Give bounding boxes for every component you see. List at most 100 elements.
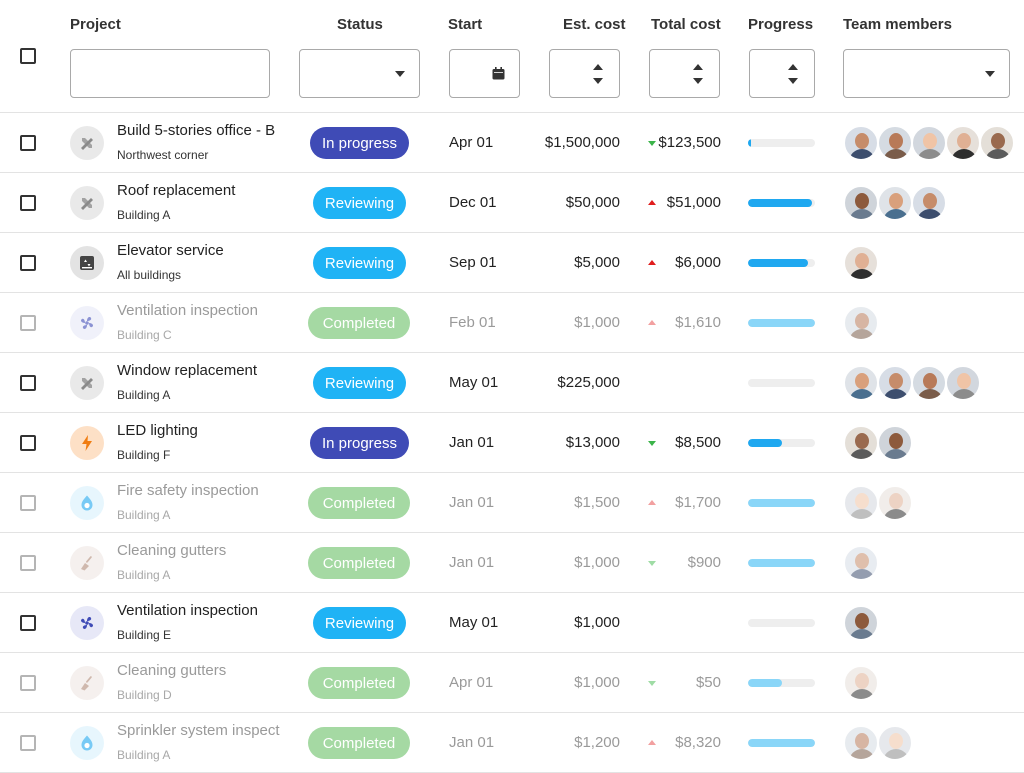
avatar[interactable] (945, 365, 981, 401)
header-team-members[interactable]: Team members (843, 16, 952, 33)
project-name[interactable]: Window replacement (117, 362, 258, 379)
avatar[interactable] (843, 245, 879, 281)
decrement-icon[interactable] (788, 78, 798, 84)
project-name[interactable]: Fire safety inspection (117, 482, 259, 499)
project-filter-input[interactable] (70, 49, 270, 98)
project-name[interactable]: Ventilation inspection (117, 302, 258, 319)
fan-icon (70, 606, 104, 640)
table-row[interactable]: Elevator service All buildings Reviewing Se… (0, 233, 1024, 293)
row-checkbox[interactable] (20, 495, 36, 511)
team-avatars (843, 185, 947, 221)
project-location: All buildings (117, 268, 182, 282)
table-row[interactable]: Build 5-stories office - B Northwest corn… (0, 113, 1024, 173)
row-checkbox[interactable] (20, 675, 36, 691)
team-avatars (843, 305, 879, 341)
table-row[interactable]: Sprinkler system inspect Building A Comple… (0, 713, 1024, 773)
avatar[interactable] (979, 125, 1015, 161)
table-row[interactable]: Ventilation inspection Building E Reviewin… (0, 593, 1024, 653)
avatar[interactable] (877, 185, 913, 221)
row-checkbox[interactable] (20, 375, 36, 391)
avatar[interactable] (843, 365, 879, 401)
total-cost-filter-number[interactable] (649, 49, 720, 98)
increment-icon[interactable] (693, 64, 703, 70)
table-row[interactable]: LED lighting Building F In progress Jan 01 $… (0, 413, 1024, 473)
avatar[interactable] (877, 725, 913, 761)
total-cost: $1,610 (675, 314, 721, 331)
progress-bar (748, 499, 815, 507)
table-row[interactable]: Cleaning gutters Building A Completed Jan 0… (0, 533, 1024, 593)
avatar[interactable] (843, 185, 879, 221)
row-checkbox[interactable] (20, 315, 36, 331)
avatar[interactable] (843, 425, 879, 461)
progress-filter-number[interactable] (749, 49, 815, 98)
est-cost: $1,000 (574, 554, 620, 571)
header-start[interactable]: Start (448, 16, 483, 33)
project-name[interactable]: Cleaning gutters (117, 662, 227, 679)
project-name[interactable]: Elevator service (117, 242, 224, 259)
header-progress[interactable]: Progress (748, 16, 814, 33)
avatar[interactable] (877, 485, 913, 521)
table-row[interactable]: Window replacement Building A Reviewing May… (0, 353, 1024, 413)
avatar[interactable] (877, 365, 913, 401)
est-cost-filter-number[interactable] (549, 49, 620, 98)
avatar[interactable] (877, 125, 913, 161)
avatar[interactable] (843, 665, 879, 701)
team-avatars (843, 365, 981, 401)
project-location: Building D (117, 688, 172, 702)
project-name[interactable]: Sprinkler system inspect (117, 722, 280, 739)
status-badge: Reviewing (313, 607, 406, 639)
row-checkbox[interactable] (20, 255, 36, 271)
table-row[interactable]: Roof replacement Building A Reviewing Dec 0… (0, 173, 1024, 233)
avatar[interactable] (877, 425, 913, 461)
row-checkbox[interactable] (20, 615, 36, 631)
row-checkbox[interactable] (20, 735, 36, 751)
project-name[interactable]: Roof replacement (117, 182, 236, 199)
row-checkbox[interactable] (20, 195, 36, 211)
select-all-checkbox[interactable] (20, 48, 36, 64)
increment-icon[interactable] (788, 64, 798, 70)
avatar[interactable] (843, 305, 879, 341)
team-members-filter-select[interactable] (843, 49, 1010, 98)
est-cost: $1,200 (574, 734, 620, 751)
start-filter-date[interactable] (449, 49, 520, 98)
progress-bar (748, 379, 815, 387)
row-checkbox[interactable] (20, 135, 36, 151)
broom-icon (70, 546, 104, 580)
header-total-cost[interactable]: Total cost (651, 16, 721, 33)
avatar[interactable] (843, 545, 879, 581)
decrement-icon[interactable] (693, 78, 703, 84)
progress-bar (748, 139, 815, 147)
header-est-cost[interactable]: Est. cost (563, 16, 626, 33)
header-status[interactable]: Status (337, 16, 383, 33)
avatar[interactable] (911, 185, 947, 221)
total-cost: $51,000 (666, 194, 721, 211)
decrement-icon[interactable] (593, 78, 603, 84)
avatar[interactable] (911, 125, 947, 161)
elevator-icon (70, 246, 104, 280)
team-avatars (843, 125, 1015, 161)
status-badge: Reviewing (313, 367, 406, 399)
table-row[interactable]: Fire safety inspection Building A Complete… (0, 473, 1024, 533)
total-cost: $6,000 (675, 254, 721, 271)
avatar[interactable] (911, 365, 947, 401)
increment-icon[interactable] (593, 64, 603, 70)
avatar[interactable] (843, 485, 879, 521)
project-name[interactable]: Build 5-stories office - B (117, 122, 276, 139)
status-badge: Completed (308, 667, 410, 699)
status-badge: Reviewing (313, 187, 406, 219)
status-filter-select[interactable] (299, 49, 420, 98)
avatar[interactable] (843, 605, 879, 641)
avatar[interactable] (843, 125, 879, 161)
table-row[interactable]: Ventilation inspection Building C Complete… (0, 293, 1024, 353)
row-checkbox[interactable] (20, 435, 36, 451)
broom-icon (70, 666, 104, 700)
project-name[interactable]: Ventilation inspection (117, 602, 258, 619)
project-name[interactable]: Cleaning gutters (117, 542, 227, 559)
avatar[interactable] (945, 125, 981, 161)
row-checkbox[interactable] (20, 555, 36, 571)
avatar[interactable] (843, 725, 879, 761)
header-project[interactable]: Project (70, 16, 121, 33)
table-row[interactable]: Cleaning gutters Building D Completed Apr 0… (0, 653, 1024, 713)
start-date: Jan 01 (449, 554, 495, 571)
project-name[interactable]: LED lighting (117, 422, 198, 439)
